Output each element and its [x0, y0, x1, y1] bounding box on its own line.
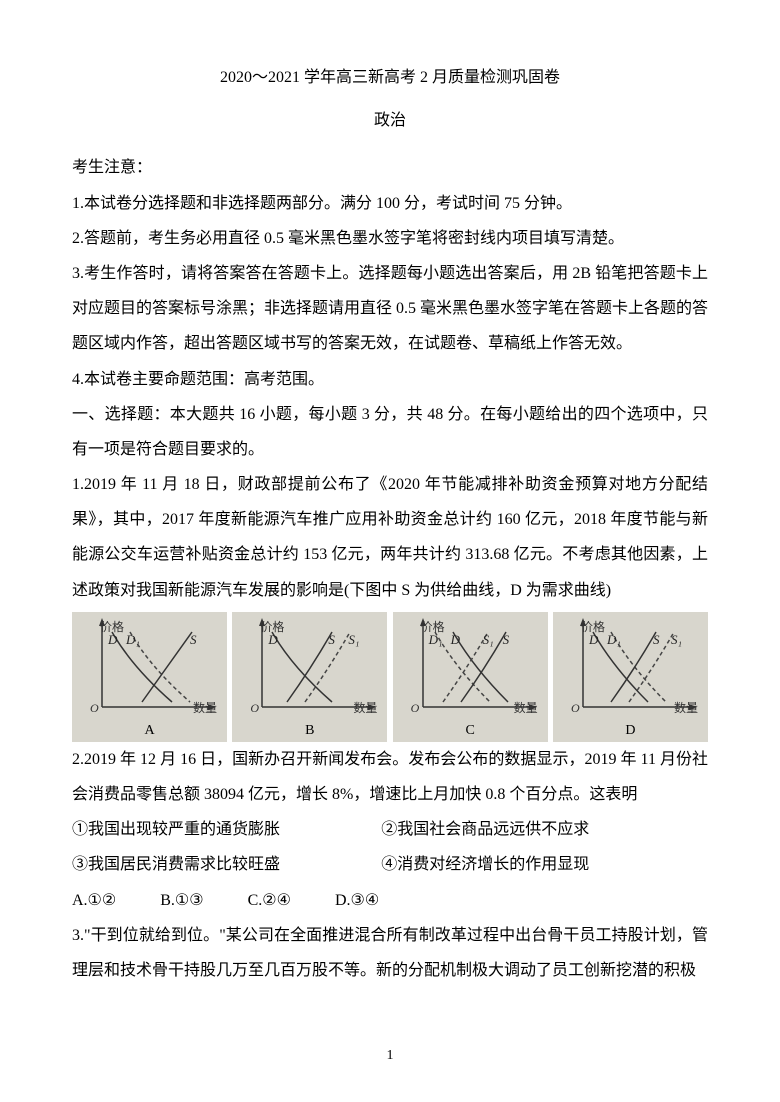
question-2-options: A.①② B.①③ C.②④ D.③④	[72, 883, 708, 918]
chart-c-origin: O	[411, 695, 420, 721]
chart-d-s-label: S	[653, 626, 660, 655]
subject-title: 政治	[72, 103, 708, 138]
chart-c-d1-label: D₁	[429, 626, 443, 655]
question-2-text: 2.2019 年 12 月 16 日，国新办召开新闻发布会。发布会公布的数据显示…	[72, 742, 708, 812]
question-1-text: 1.2019 年 11 月 18 日，财政部提前公布了《2020 年节能减排补助…	[72, 467, 708, 608]
notice-item-1: 1.本试卷分选择题和非选择题两部分。满分 100 分，考试时间 75 分钟。	[72, 186, 708, 221]
question-2-statements-1: ①我国出现较严重的通货膨胀 ②我国社会商品远远供不应求	[72, 812, 708, 847]
chart-b-s1-label: S₁	[348, 626, 359, 655]
q2-s4: ④消费对经济增长的作用显现	[381, 847, 589, 882]
q2-opt-a: A.①②	[72, 892, 116, 909]
question-2-statements-2: ③我国居民消费需求比较旺盛 ④消费对经济增长的作用显现	[72, 847, 708, 882]
page-title: 2020～2021 学年高三新高考 2 月质量检测巩固卷	[72, 60, 708, 95]
chart-b: 价格 O 数量 D S S₁ B	[232, 612, 387, 742]
chart-d-d-label: D	[589, 626, 598, 655]
chart-a-label: A	[144, 724, 154, 738]
q2-s2: ②我国社会商品远远供不应求	[381, 812, 589, 847]
notice-label: 考生注意：	[72, 150, 708, 185]
chart-b-s-label: S	[328, 626, 335, 655]
chart-d-origin: O	[571, 695, 580, 721]
section-1-heading: 一、选择题：本大题共 16 小题，每小题 3 分，共 48 分。在每小题给出的四…	[72, 397, 708, 467]
chart-c-d-label: D	[451, 626, 460, 655]
chart-b-d-label: D	[268, 626, 277, 655]
q2-s1: ①我国出现较严重的通货膨胀	[72, 812, 377, 847]
chart-a-d-label: D	[108, 626, 117, 655]
chart-b-origin: O	[250, 695, 259, 721]
chart-d-label: D	[625, 724, 635, 738]
chart-c-xlabel: 数量	[514, 695, 538, 721]
chart-d-s1-label: S₁	[671, 626, 682, 655]
chart-a-d1-label: D₁	[126, 626, 140, 655]
chart-c-s1-label: S₁	[483, 626, 494, 655]
q2-s3: ③我国居民消费需求比较旺盛	[72, 847, 377, 882]
chart-d: 价格 O 数量 D D₁ S₁ S D	[553, 612, 708, 742]
chart-d-d1-label: D₁	[607, 626, 621, 655]
chart-a: 价格 O 数量 D D₁ S A	[72, 612, 227, 742]
q2-opt-c: C.②④	[248, 892, 291, 909]
chart-b-label: B	[305, 724, 314, 738]
chart-c-s-label: S	[503, 626, 510, 655]
notice-item-2: 2.答题前，考生务必用直径 0.5 毫米黑色墨水签字笔将密封线内项目填写清楚。	[72, 221, 708, 256]
chart-b-xlabel: 数量	[353, 695, 377, 721]
page-number: 1	[387, 1041, 394, 1072]
chart-c: 价格 O 数量 D₁ D S S₁ C	[393, 612, 548, 742]
chart-d-xlabel: 数量	[674, 695, 698, 721]
chart-row: 价格 O 数量 D D₁ S A 价格 O 数量	[72, 612, 708, 742]
chart-a-xlabel: 数量	[193, 695, 217, 721]
notice-item-4: 4.本试卷主要命题范围：高考范围。	[72, 362, 708, 397]
chart-c-label: C	[465, 724, 474, 738]
question-3-text: 3."干到位就给到位。"某公司在全面推进混合所有制改革过程中出台骨干员工持股计划…	[72, 918, 708, 988]
notice-item-3: 3.考生作答时，请将答案答在答题卡上。选择题每小题选出答案后，用 2B 铅笔把答…	[72, 256, 708, 362]
chart-a-s-label: S	[190, 626, 197, 655]
q2-opt-b: B.①③	[160, 892, 203, 909]
q2-opt-d: D.③④	[335, 892, 379, 909]
chart-a-origin: O	[90, 695, 99, 721]
